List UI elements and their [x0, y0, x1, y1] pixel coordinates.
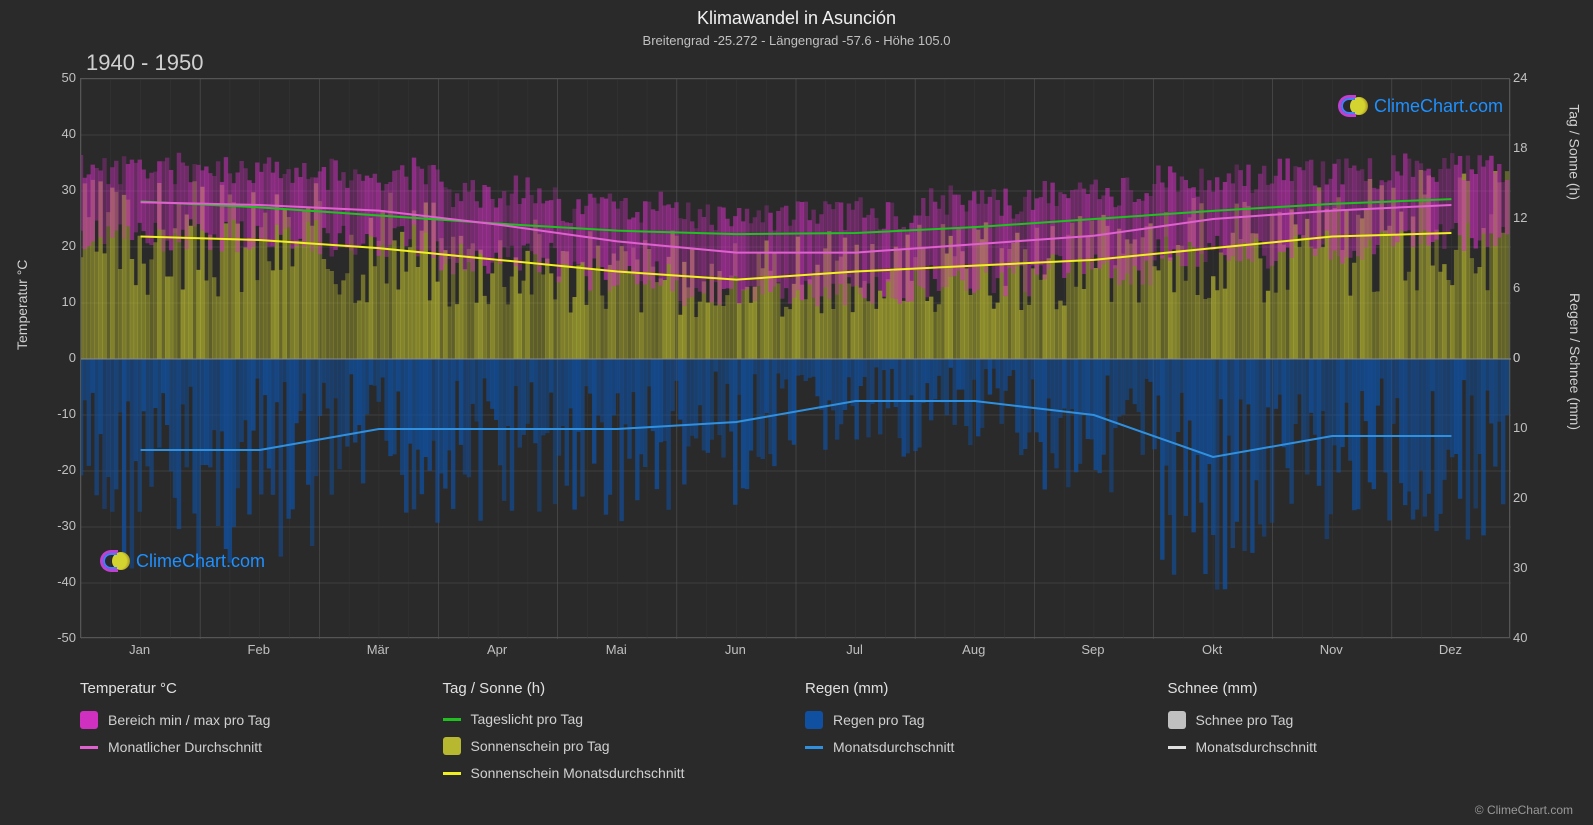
legend-items: Bereich min / max pro Tag Monatlicher Dur… — [80, 711, 423, 755]
year-range-label: 1940 - 1950 — [86, 50, 203, 76]
legend-col-rain: Regen (mm) Regen pro Tag Monatsdurchschni… — [805, 680, 1148, 791]
y-tick-left: -40 — [48, 574, 76, 589]
x-tick-month: Mär — [358, 642, 398, 657]
y-tick-right-top: 6 — [1513, 280, 1537, 295]
legend: Temperatur °C Bereich min / max pro Tag M… — [80, 680, 1510, 791]
watermark-top-right: ClimeChart.com — [1338, 95, 1503, 117]
legend-item: Monatlicher Durchschnitt — [80, 739, 423, 755]
y-tick-right-bottom: 40 — [1513, 630, 1537, 645]
legend-label: Sonnenschein Monatsdurchschnitt — [471, 765, 685, 781]
climate-chart: Klimawandel in Asunción Breitengrad -25.… — [0, 0, 1593, 825]
legend-header: Tag / Sonne (h) — [443, 680, 786, 697]
legend-label: Bereich min / max pro Tag — [108, 712, 270, 728]
legend-label: Monatlicher Durchschnitt — [108, 739, 262, 755]
legend-label: Regen pro Tag — [833, 712, 925, 728]
y-tick-left: -10 — [48, 406, 76, 421]
y-tick-right-bottom: 0 — [1513, 350, 1537, 365]
x-tick-month: Jun — [715, 642, 755, 657]
legend-swatch — [80, 711, 98, 729]
legend-item: Sonnenschein Monatsdurchschnitt — [443, 765, 786, 781]
y-tick-right-bottom: 20 — [1513, 490, 1537, 505]
legend-item: Tageslicht pro Tag — [443, 711, 786, 727]
legend-line — [1168, 746, 1186, 749]
watermark-text: ClimeChart.com — [136, 551, 265, 572]
legend-line — [80, 746, 98, 749]
y-tick-right-top: 24 — [1513, 70, 1537, 85]
legend-swatch — [1168, 711, 1186, 729]
y-tick-left: 20 — [48, 238, 76, 253]
legend-item: Schnee pro Tag — [1168, 711, 1511, 729]
climechart-logo-icon — [1338, 95, 1368, 117]
plot-svg — [81, 79, 1511, 639]
copyright-text: © ClimeChart.com — [1475, 803, 1573, 817]
x-tick-month: Sep — [1073, 642, 1113, 657]
legend-item: Monatsdurchschnitt — [805, 739, 1148, 755]
legend-items: Tageslicht pro Tag Sonnenschein pro Tag So… — [443, 711, 786, 781]
legend-line — [443, 772, 461, 775]
x-tick-month: Nov — [1311, 642, 1351, 657]
climechart-logo-icon — [100, 550, 130, 572]
x-tick-month: Feb — [239, 642, 279, 657]
x-tick-month: Jul — [835, 642, 875, 657]
legend-label: Monatsdurchschnitt — [833, 739, 954, 755]
y-tick-left: 0 — [48, 350, 76, 365]
legend-header: Schnee (mm) — [1168, 680, 1511, 697]
y-tick-left: -30 — [48, 518, 76, 533]
y-tick-right-bottom: 10 — [1513, 420, 1537, 435]
legend-header: Regen (mm) — [805, 680, 1148, 697]
legend-item: Regen pro Tag — [805, 711, 1148, 729]
chart-title: Klimawandel in Asunción — [0, 0, 1593, 29]
y-tick-left: 40 — [48, 126, 76, 141]
legend-line — [805, 746, 823, 749]
x-tick-month: Apr — [477, 642, 517, 657]
legend-items: Regen pro Tag Monatsdurchschnitt — [805, 711, 1148, 755]
legend-label: Tageslicht pro Tag — [471, 711, 584, 727]
x-tick-month: Jan — [120, 642, 160, 657]
y-axis-right-top-label: Tag / Sonne (h) — [1567, 104, 1583, 200]
legend-col-daylight: Tag / Sonne (h) Tageslicht pro Tag Sonnen… — [443, 680, 786, 791]
y-tick-right-top: 18 — [1513, 140, 1537, 155]
x-tick-month: Mai — [596, 642, 636, 657]
legend-line — [443, 718, 461, 721]
x-tick-month: Dez — [1430, 642, 1470, 657]
y-axis-left-label: Temperatur °C — [14, 260, 30, 350]
x-tick-month: Okt — [1192, 642, 1232, 657]
plot-area — [80, 78, 1510, 638]
legend-items: Schnee pro Tag Monatsdurchschnitt — [1168, 711, 1511, 755]
legend-item: Monatsdurchschnitt — [1168, 739, 1511, 755]
y-tick-right-top: 12 — [1513, 210, 1537, 225]
legend-col-temperature: Temperatur °C Bereich min / max pro Tag M… — [80, 680, 423, 791]
legend-label: Monatsdurchschnitt — [1196, 739, 1317, 755]
legend-swatch — [443, 737, 461, 755]
y-tick-left: 30 — [48, 182, 76, 197]
legend-item: Sonnenschein pro Tag — [443, 737, 786, 755]
watermark-bottom-left: ClimeChart.com — [100, 550, 265, 572]
chart-subtitle: Breitengrad -25.272 - Längengrad -57.6 -… — [0, 29, 1593, 48]
x-tick-month: Aug — [954, 642, 994, 657]
y-tick-left: -20 — [48, 462, 76, 477]
y-tick-left: -50 — [48, 630, 76, 645]
legend-item: Bereich min / max pro Tag — [80, 711, 423, 729]
y-tick-right-bottom: 30 — [1513, 560, 1537, 575]
y-axis-right-bottom-label: Regen / Schnee (mm) — [1567, 293, 1583, 430]
legend-col-snow: Schnee (mm) Schnee pro Tag Monatsdurchsch… — [1168, 680, 1511, 791]
legend-header: Temperatur °C — [80, 680, 423, 697]
y-tick-left: 10 — [48, 294, 76, 309]
legend-swatch — [805, 711, 823, 729]
watermark-text: ClimeChart.com — [1374, 96, 1503, 117]
legend-label: Sonnenschein pro Tag — [471, 738, 610, 754]
legend-label: Schnee pro Tag — [1196, 712, 1294, 728]
y-tick-left: 50 — [48, 70, 76, 85]
